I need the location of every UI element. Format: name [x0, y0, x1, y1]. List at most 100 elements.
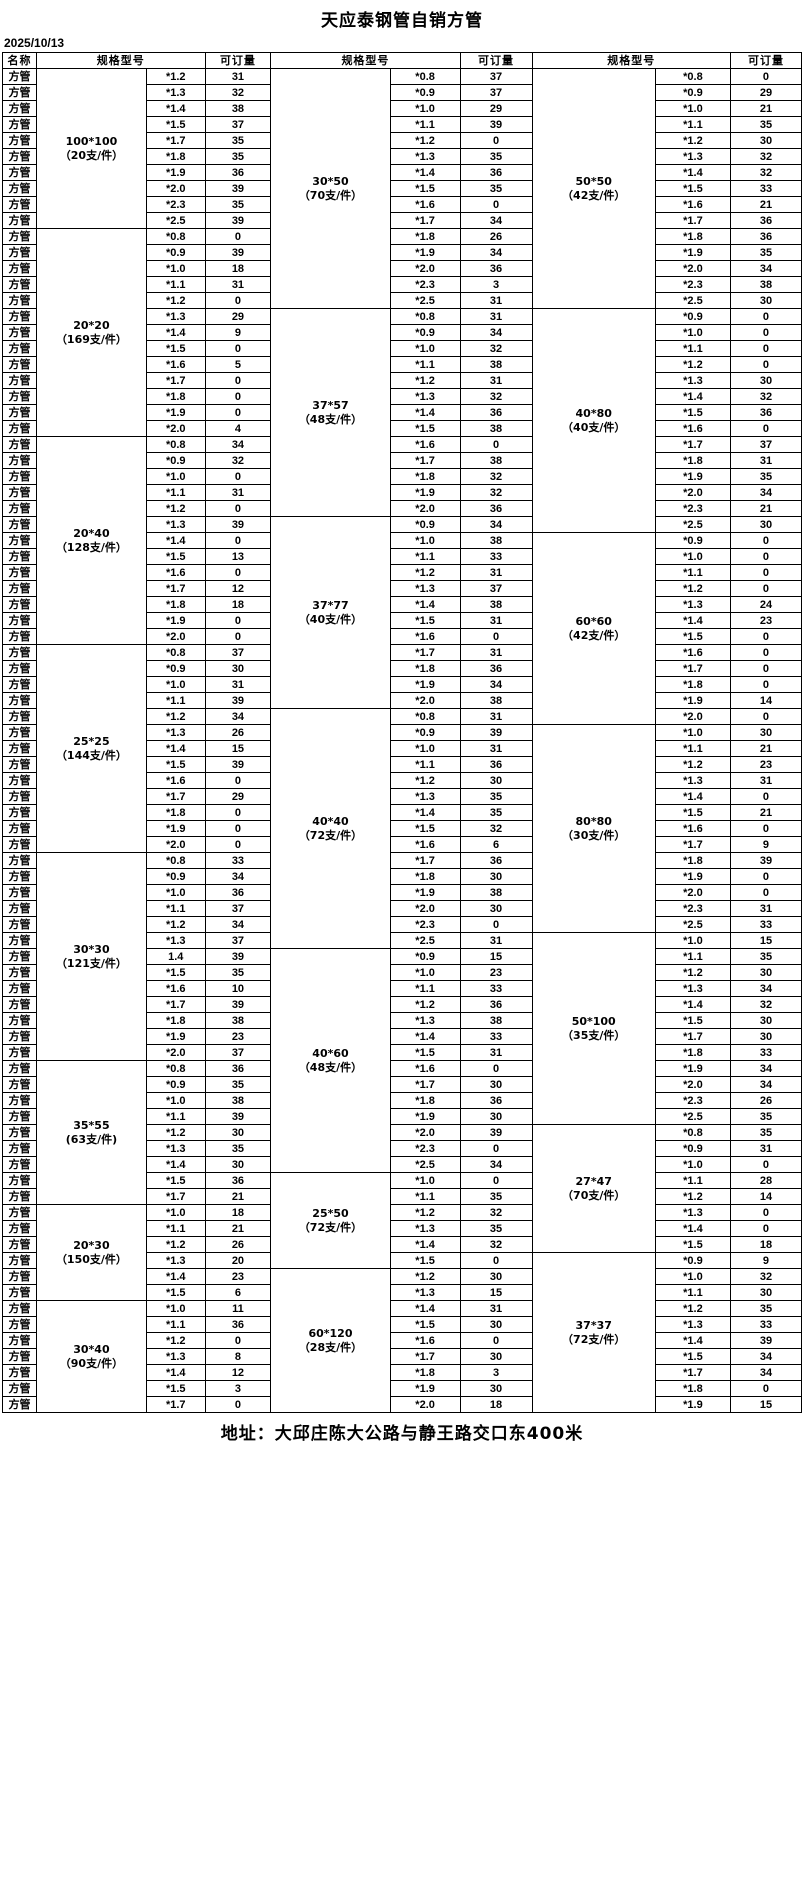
cell-size-group: 60*120 （28支/件） — [270, 1268, 391, 1413]
cell-spec: *1.4 — [389, 1236, 461, 1253]
cell-size-group: 25*50 （72支/件） — [270, 1172, 391, 1269]
cell-quantity: 36 — [459, 996, 533, 1013]
cell-quantity: 0 — [204, 820, 272, 837]
cell-spec: *1.3 — [145, 516, 206, 533]
cell-quantity: 36 — [204, 1060, 272, 1077]
cell-quantity: 32 — [459, 468, 533, 485]
size-label: 35*55 — [73, 1118, 110, 1132]
cell-spec: *2.3 — [389, 1140, 461, 1157]
cell-quantity: 31 — [729, 1140, 803, 1157]
cell-spec: *0.9 — [654, 532, 731, 549]
cell-spec: *1.8 — [145, 148, 206, 165]
cell-quantity: 35 — [459, 1220, 533, 1237]
cell-quantity: 35 — [459, 1188, 533, 1205]
cell-quantity: 0 — [729, 580, 803, 597]
cell-spec: *1.4 — [389, 1300, 461, 1317]
cell-spec: *1.7 — [389, 852, 461, 869]
cell-product-name: 方管 — [2, 980, 37, 997]
cell-quantity: 36 — [459, 164, 533, 181]
cell-spec: *1.9 — [654, 468, 731, 485]
size-label: 25*50 — [312, 1206, 349, 1220]
table-row: 方管 *1.4 23 60*120 （28支/件） *1.2 30 *1.0 32 — [2, 1268, 803, 1413]
cell-spec: *1.9 — [389, 1380, 461, 1397]
cell-product-name: 方管 — [2, 676, 37, 693]
cell-product-name: 方管 — [2, 1300, 37, 1317]
cell-spec: *2.0 — [145, 180, 206, 197]
cell-product-name: 方管 — [2, 356, 37, 373]
cell-quantity: 3 — [459, 1364, 533, 1381]
cell-spec: *1.7 — [145, 580, 206, 597]
cell-quantity: 3 — [204, 1380, 272, 1397]
size-label: 30*50 — [312, 174, 349, 188]
cell-product-name: 方管 — [2, 788, 37, 805]
cell-quantity: 35 — [729, 1108, 803, 1125]
cell-spec: *1.1 — [389, 756, 461, 773]
cell-spec: *0.8 — [145, 228, 206, 245]
cell-quantity: 37 — [459, 84, 533, 101]
cell-quantity: 31 — [729, 900, 803, 917]
cell-size-group: 40*80 （40支/件） — [531, 308, 656, 533]
cell-spec: *1.2 — [654, 132, 731, 149]
cell-product-name: 方管 — [2, 1268, 37, 1285]
cell-quantity: 31 — [459, 612, 533, 629]
table-row: 方管 *1.2 34 40*40 （72支/件） *0.8 31 *2.0 0 — [2, 708, 803, 949]
cell-quantity: 38 — [459, 692, 533, 709]
cell-quantity: 36 — [459, 756, 533, 773]
cell-spec: *1.7 — [654, 436, 731, 453]
cell-quantity: 0 — [729, 548, 803, 565]
cell-product-name: 方管 — [2, 372, 37, 389]
cell-quantity: 35 — [729, 244, 803, 261]
pack-label: （30支/件） — [562, 828, 626, 842]
cell-quantity: 39 — [459, 724, 533, 741]
cell-quantity: 21 — [729, 500, 803, 517]
cell-spec: *1.0 — [389, 532, 461, 549]
cell-spec: *2.0 — [654, 484, 731, 501]
cell-spec: *0.8 — [654, 1124, 731, 1141]
cell-spec: *1.9 — [145, 404, 206, 421]
cell-product-name: 方管 — [2, 564, 37, 581]
cell-spec: *2.5 — [654, 1108, 731, 1125]
table-row: 方管 *1.9 36 *1.4 36 *1.4 32 — [2, 164, 803, 181]
cell-quantity: 38 — [204, 1092, 272, 1109]
cell-quantity: 30 — [729, 1012, 803, 1029]
cell-quantity: 0 — [729, 308, 803, 325]
cell-size-group: 20*30 （150支/件） — [35, 1204, 147, 1301]
cell-size-group: 37*37 （72支/件） — [531, 1252, 656, 1413]
cell-quantity: 31 — [459, 308, 533, 325]
cell-quantity: 31 — [729, 772, 803, 789]
cell-quantity: 36 — [204, 164, 272, 181]
cell-quantity: 29 — [459, 100, 533, 117]
cell-spec: *1.9 — [145, 612, 206, 629]
cell-product-name: 方管 — [2, 148, 37, 165]
cell-spec: *1.2 — [389, 996, 461, 1013]
cell-spec: *2.5 — [389, 932, 461, 949]
table-row: 方管 *1.5 35 *1.0 23 *1.2 30 — [2, 964, 803, 981]
cell-product-name: 方管 — [2, 1364, 37, 1381]
cell-quantity: 30 — [204, 1124, 272, 1141]
cell-spec: *1.7 — [389, 644, 461, 661]
cell-spec: *1.4 — [389, 1028, 461, 1045]
cell-size-group: 37*77 （40支/件） — [270, 516, 391, 709]
cell-quantity: 35 — [459, 804, 533, 821]
cell-quantity: 39 — [459, 1124, 533, 1141]
cell-spec: *1.3 — [389, 1012, 461, 1029]
cell-spec: *1.4 — [145, 740, 206, 757]
cell-spec: *2.3 — [654, 1092, 731, 1109]
cell-spec: *1.2 — [145, 500, 206, 517]
table-row: 方管 25*25 （144支/件） *0.8 37 *1.7 31 *1.6 0 — [2, 644, 803, 853]
cell-quantity: 0 — [729, 1204, 803, 1221]
cell-quantity: 0 — [729, 708, 803, 725]
cell-quantity: 34 — [204, 708, 272, 725]
cell-spec: *1.3 — [389, 388, 461, 405]
cell-quantity: 35 — [204, 196, 272, 213]
cell-spec: *1.1 — [145, 1108, 206, 1125]
cell-quantity: 30 — [729, 132, 803, 149]
cell-quantity: 34 — [459, 676, 533, 693]
table-row: 方管 *1.3 29 37*57 （48支/件） *0.8 31 40*80 （40支/件） *0… — [2, 308, 803, 533]
cell-product-name: 方管 — [2, 212, 37, 229]
cell-quantity: 0 — [204, 388, 272, 405]
cell-quantity: 30 — [729, 1284, 803, 1301]
cell-spec: *0.9 — [654, 1252, 731, 1269]
cell-spec: *1.6 — [654, 644, 731, 661]
cell-quantity: 5 — [204, 356, 272, 373]
